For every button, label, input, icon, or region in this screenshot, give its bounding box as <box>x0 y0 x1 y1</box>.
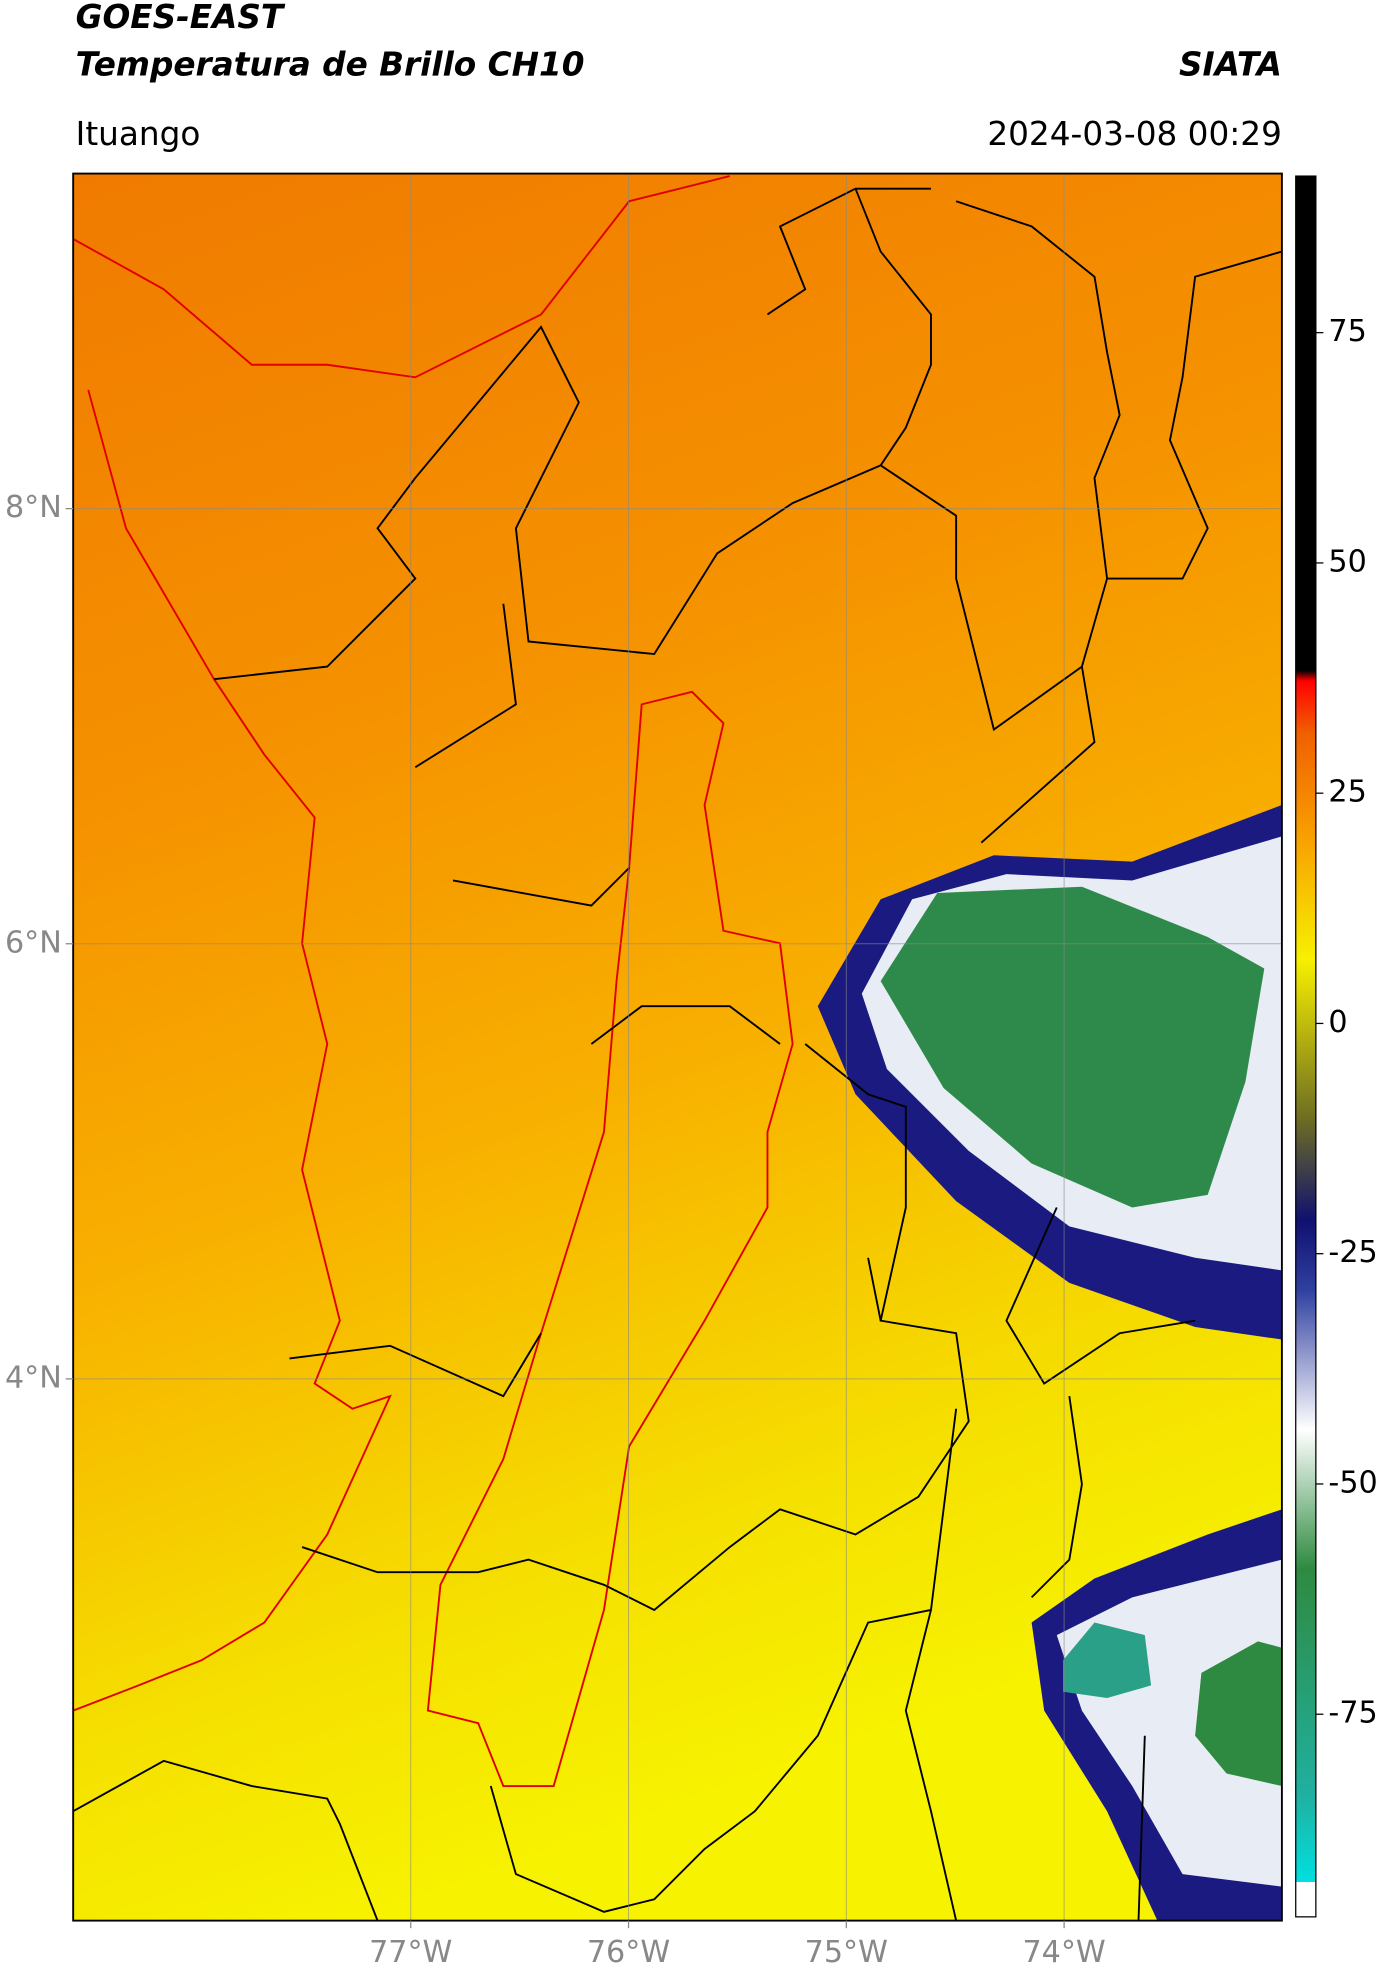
y-tick-label: 8°N <box>5 490 62 525</box>
cloud-cold <box>1195 1641 1282 1787</box>
x-tick-label: 75°W <box>805 1935 888 1970</box>
colorbar-tick-label: 0 <box>1328 1005 1347 1040</box>
tick-layer: 77°W 76°W 75°W 74°W 4°N 6°N 8°N -75 -50 -25 0 25 50 7… <box>5 314 1378 1970</box>
datetime: 2024-03-08 00:29 <box>987 115 1282 153</box>
map-frame <box>72 172 1283 1922</box>
basin-outline <box>426 690 794 1787</box>
cloud-cold <box>880 886 1265 1208</box>
y-tick-label: 4°N <box>5 1360 62 1395</box>
agency: SIATA <box>1179 46 1282 84</box>
coastline <box>73 175 730 1712</box>
colorbar <box>1295 175 1317 1918</box>
region: Ituango <box>76 115 201 153</box>
colorbar-tick-label: -25 <box>1328 1235 1377 1270</box>
graticule <box>73 173 1282 1921</box>
admin-boundary <box>73 187 1282 1921</box>
x-tick-label: 76°W <box>587 1935 670 1970</box>
y-tick-label: 6°N <box>5 925 62 960</box>
colorbar-tick-label: 25 <box>1328 775 1366 810</box>
colorbar-tick-label: -75 <box>1328 1696 1377 1731</box>
colorbar-tick-label: 75 <box>1328 314 1366 349</box>
subtitle: Temperatura de Brillo CH10 <box>76 46 585 84</box>
cloud-cold <box>1063 1622 1152 1698</box>
x-tick-label: 74°W <box>1022 1935 1105 1970</box>
map-area <box>73 173 1282 1921</box>
x-tick-label: 77°W <box>369 1935 452 1970</box>
colorbar-tick-label: -50 <box>1328 1465 1377 1500</box>
title: GOES-EAST <box>76 0 286 36</box>
colorbar-tick-label: 50 <box>1328 544 1366 579</box>
